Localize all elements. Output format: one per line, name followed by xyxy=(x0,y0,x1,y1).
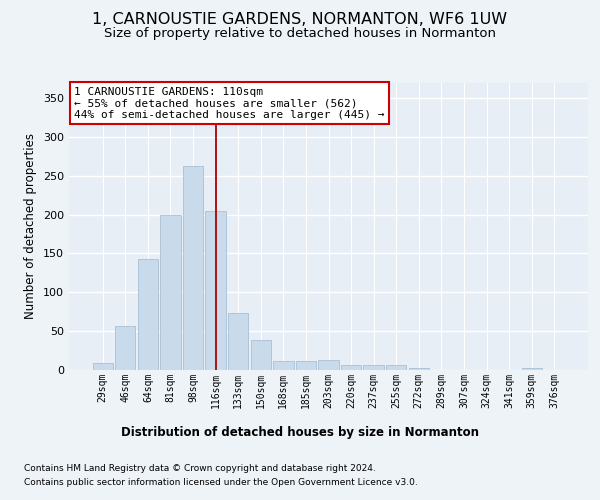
Bar xyxy=(92,363,113,370)
Bar xyxy=(115,326,136,370)
Text: 1, CARNOUSTIE GARDENS, NORMANTON, WF6 1UW: 1, CARNOUSTIE GARDENS, NORMANTON, WF6 1U… xyxy=(92,12,508,28)
Bar xyxy=(409,368,429,370)
Bar xyxy=(251,340,271,370)
Bar xyxy=(160,216,181,370)
Text: Size of property relative to detached houses in Normanton: Size of property relative to detached ho… xyxy=(104,28,496,40)
Text: Contains public sector information licensed under the Open Government Licence v3: Contains public sector information licen… xyxy=(24,478,418,487)
Bar xyxy=(341,366,361,370)
Text: 1 CARNOUSTIE GARDENS: 110sqm
← 55% of detached houses are smaller (562)
44% of s: 1 CARNOUSTIE GARDENS: 110sqm ← 55% of de… xyxy=(74,87,385,120)
Bar xyxy=(319,360,338,370)
Bar xyxy=(273,360,293,370)
Bar xyxy=(296,360,316,370)
Text: Contains HM Land Registry data © Crown copyright and database right 2024.: Contains HM Land Registry data © Crown c… xyxy=(24,464,376,473)
Bar xyxy=(386,364,406,370)
Bar xyxy=(138,259,158,370)
Text: Distribution of detached houses by size in Normanton: Distribution of detached houses by size … xyxy=(121,426,479,439)
Bar xyxy=(228,314,248,370)
Bar xyxy=(521,368,542,370)
Bar xyxy=(205,212,226,370)
Bar xyxy=(183,166,203,370)
Bar xyxy=(364,364,384,370)
Y-axis label: Number of detached properties: Number of detached properties xyxy=(25,133,37,320)
